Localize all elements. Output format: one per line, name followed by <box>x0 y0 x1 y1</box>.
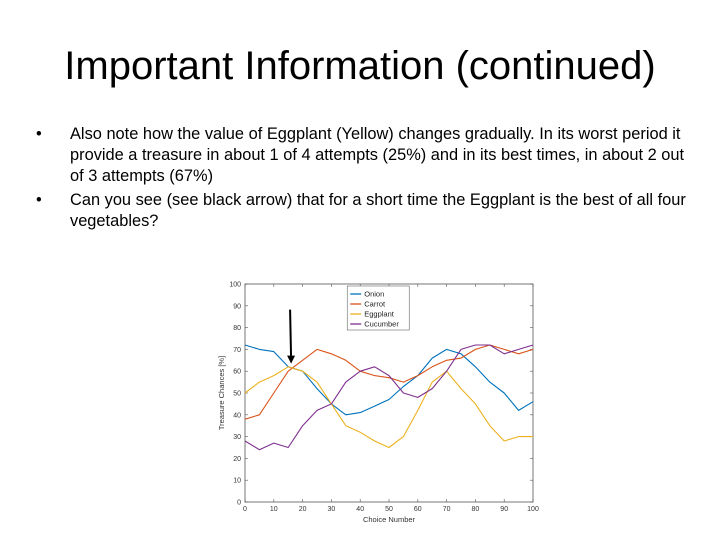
slide-title: Important Information (continued) <box>64 44 656 88</box>
x-axis-label: Choice Number <box>363 515 416 524</box>
y-tick-label: 40 <box>233 412 241 419</box>
y-axis-label: Treasure Chances [%] <box>217 356 226 430</box>
legend-box <box>346 285 410 331</box>
bullet-text: Can you see (see black arrow) that for a… <box>70 191 686 230</box>
x-tick-label: 60 <box>414 506 422 513</box>
legend-label: Carrot <box>364 300 386 309</box>
y-tick-label: 20 <box>233 456 241 463</box>
y-tick-label: 60 <box>233 369 241 376</box>
y-tick-label: 50 <box>233 391 241 398</box>
series-line-cucumber <box>244 344 534 451</box>
legend-label: Eggplant <box>364 310 395 319</box>
y-tick-label: 90 <box>233 303 241 310</box>
bullet-list: • Also note how the value of Eggplant (Y… <box>36 124 686 235</box>
x-tick-label: 100 <box>527 506 539 513</box>
bullet-dot-icon: • <box>36 125 42 143</box>
legend-label: Cucumber <box>364 320 399 329</box>
x-tick-label: 30 <box>328 506 336 513</box>
y-tick-label: 0 <box>237 500 241 507</box>
x-tick-label: 0 <box>243 506 247 513</box>
bullet-dot-icon: • <box>36 191 42 209</box>
bullet-item: • Can you see (see black arrow) that for… <box>36 190 686 232</box>
arrow-shaft <box>289 309 293 358</box>
y-tick-label: 70 <box>233 347 241 354</box>
series-line-carrot <box>244 344 534 420</box>
x-tick-label: 80 <box>472 506 480 513</box>
x-tick-label: 90 <box>500 506 508 513</box>
x-tick-label: 50 <box>385 506 393 513</box>
y-tick-label: 80 <box>233 325 241 332</box>
chart-svg: 0 10 20 30 40 50 60 70 80 90 100 0 10 20 30 40 50 60 70 80… <box>217 282 539 525</box>
x-tick-label: 20 <box>299 506 307 513</box>
series-line-eggplant <box>244 366 533 449</box>
x-tick-label: 40 <box>356 506 364 513</box>
bullet-item: • Also note how the value of Eggplant (Y… <box>36 124 686 187</box>
bullet-text: Also note how the value of Eggplant (Yel… <box>70 125 685 185</box>
y-tick-label: 30 <box>233 434 241 441</box>
series-line-onion <box>244 344 534 416</box>
legend-label: Onion <box>364 290 384 299</box>
y-tick-label: 10 <box>233 478 241 485</box>
x-tick-label: 10 <box>270 506 278 513</box>
y-tick-label: 100 <box>229 282 241 289</box>
arrow-head-icon <box>287 355 296 364</box>
x-tick-label: 70 <box>443 506 451 513</box>
treasure-chances-chart: 0 10 20 30 40 50 60 70 80 90 100 0 10 20 30 40 50 60 70 80… <box>214 276 548 532</box>
